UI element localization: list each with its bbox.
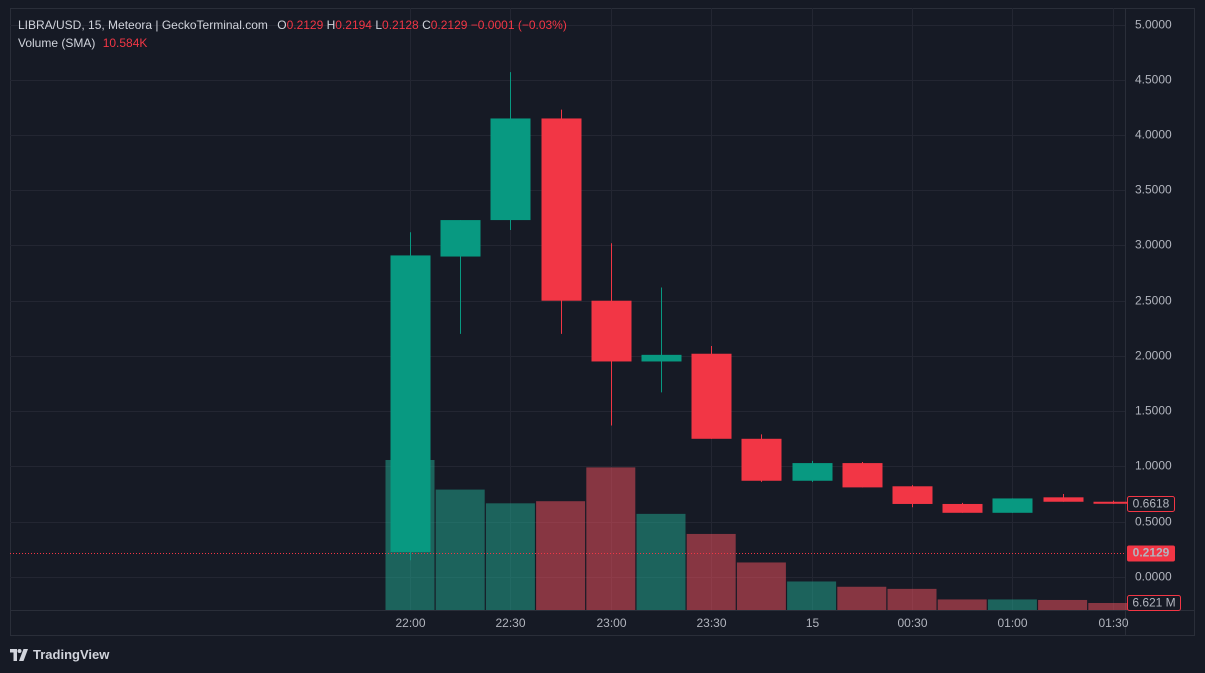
volume-pane xyxy=(385,460,1138,610)
legend-line: LIBRA/USD, 15, Meteora | GeckoTerminal.c… xyxy=(18,16,567,34)
x-tick-label: 23:00 xyxy=(596,616,626,630)
y-tick-label: 5.0000 xyxy=(1135,18,1172,32)
y-tick-label: 3.5000 xyxy=(1135,183,1172,197)
volume-label-box xyxy=(1127,595,1181,611)
ohlc-value: 0.2129 xyxy=(430,18,468,32)
ohlc-label: H xyxy=(326,18,336,32)
change: −0.0001 (−0.03%) xyxy=(470,18,567,32)
y-tick-label: 2.0000 xyxy=(1135,349,1172,363)
x-tick-label: 22:30 xyxy=(495,616,525,630)
candle-body xyxy=(1093,501,1134,504)
y-tick-label: 2.5000 xyxy=(1135,294,1172,308)
legend: LIBRA/USD, 15, Meteora | GeckoTerminal.c… xyxy=(18,16,567,52)
candle-body xyxy=(390,255,431,553)
candle-body xyxy=(942,503,983,513)
y-tick-label: 3.0000 xyxy=(1135,238,1172,252)
candles xyxy=(390,72,1134,561)
volume-bar xyxy=(987,599,1037,610)
volume-bar xyxy=(686,533,736,610)
candle-body xyxy=(892,486,933,504)
price-label: 0.6618 xyxy=(1133,497,1170,511)
volume-legend: Volume (SMA) xyxy=(18,36,96,50)
candle-body xyxy=(992,498,1033,513)
candle-body xyxy=(641,354,682,362)
candle-body xyxy=(792,463,833,481)
candle-body xyxy=(741,438,782,481)
legend-line: Volume (SMA) 10.584K xyxy=(18,34,567,52)
candle-body xyxy=(541,118,582,301)
volume-bar xyxy=(435,489,485,610)
brand-name: TradingView xyxy=(33,647,110,662)
x-tick-label: 15 xyxy=(806,616,820,630)
y-tick-label: 0.0000 xyxy=(1135,570,1172,584)
candle-body xyxy=(1043,497,1084,502)
volume-bar xyxy=(887,588,937,610)
x-tick-label: 00:30 xyxy=(897,616,927,630)
brand: TradingView xyxy=(10,647,109,662)
volume-label: 6.621 M xyxy=(1132,596,1175,610)
brand-logo xyxy=(10,648,28,661)
ohlc-value: 0.2128 xyxy=(382,18,419,32)
volume-bar xyxy=(536,501,586,610)
volume-bar xyxy=(586,467,636,610)
candle-body xyxy=(440,220,481,257)
ohlc-label: C xyxy=(422,18,431,32)
ohlc-label: L xyxy=(375,18,383,32)
x-tick-label: 22:00 xyxy=(395,616,425,630)
volume-bar xyxy=(636,513,686,610)
ohlc-value: 0.2194 xyxy=(335,18,372,32)
price-label-box xyxy=(1127,545,1175,562)
price-label-box xyxy=(1127,496,1175,512)
volume-bar xyxy=(937,599,987,610)
y-tick-label: 4.5000 xyxy=(1135,73,1172,87)
candle-body xyxy=(842,463,883,488)
candle-body xyxy=(490,118,531,221)
ohlc-label: O xyxy=(277,18,287,32)
volume-bar xyxy=(1038,599,1088,610)
price-label: 0.2129 xyxy=(1133,546,1170,560)
volume-bar xyxy=(736,562,786,610)
candle-body xyxy=(591,300,632,362)
x-tick-label: 01:00 xyxy=(997,616,1027,630)
volume-bar xyxy=(1088,603,1138,610)
y-tick-label: 4.0000 xyxy=(1135,128,1172,142)
ohlc-value: 0.2129 xyxy=(286,18,324,32)
x-tick-label: 23:30 xyxy=(696,616,726,630)
volume-bar xyxy=(787,581,837,610)
volume-sma: 10.584K xyxy=(102,36,148,50)
candle-body xyxy=(691,353,732,439)
x-tick-label: 01:30 xyxy=(1098,616,1128,630)
y-tick-label: 1.0000 xyxy=(1135,459,1172,473)
volume-bar xyxy=(837,586,887,610)
y-tick-label: 0.5000 xyxy=(1135,515,1172,529)
volume-bar xyxy=(485,503,535,610)
axes: 0.0000 0.5000 1.0000 1.5000 2.0000 2.5000 3.00… xyxy=(10,18,1181,630)
symbol: LIBRA/USD, 15, Meteora | GeckoTerminal.c… xyxy=(18,18,268,32)
y-tick-label: 1.5000 xyxy=(1135,404,1172,418)
